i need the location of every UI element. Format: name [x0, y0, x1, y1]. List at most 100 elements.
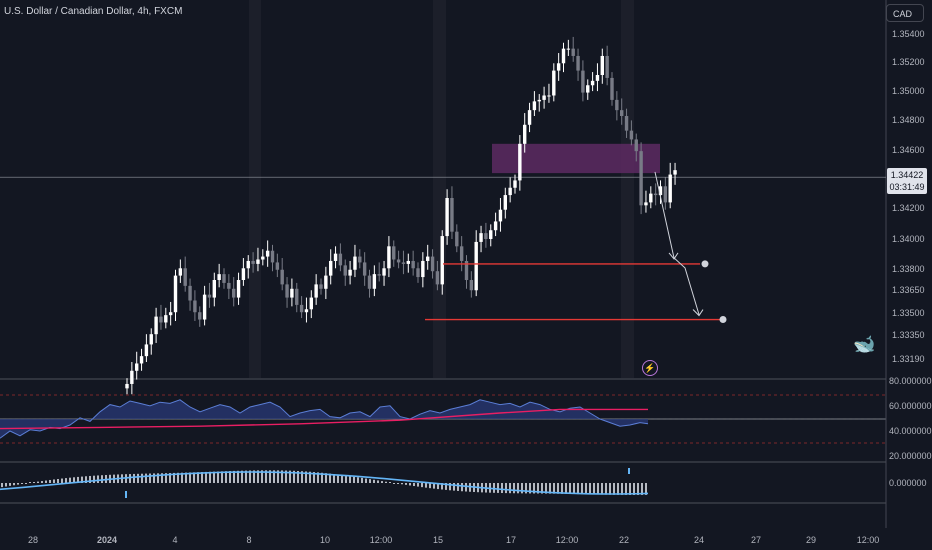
price-tick-label: 1.35000	[892, 86, 925, 96]
candle-body	[503, 195, 507, 210]
candle-body	[406, 260, 410, 264]
session-band-0	[249, 0, 261, 378]
candle-body	[198, 312, 202, 320]
rsi-tick-label: 80.000000	[889, 376, 932, 386]
macd-line	[0, 471, 649, 495]
time-tick-label: 24	[694, 535, 704, 545]
candle-body	[658, 186, 663, 196]
candle-body	[508, 187, 512, 196]
candle-body	[464, 260, 469, 280]
candle-body	[571, 48, 575, 56]
candle-body	[668, 174, 672, 203]
candle-body	[193, 300, 197, 313]
candle-body	[382, 268, 386, 276]
candle-body	[285, 284, 289, 298]
candle-body	[498, 209, 503, 222]
price-tick-label: 1.33350	[892, 330, 925, 340]
candle-body	[207, 294, 212, 298]
level-target-marker	[719, 316, 727, 324]
candle-body	[634, 139, 638, 152]
rsi-ma-line	[0, 408, 648, 430]
candle-body	[624, 116, 629, 131]
whale-icon: 🐋	[853, 334, 876, 354]
candle-body	[387, 246, 391, 269]
candle-body	[523, 124, 527, 144]
candle-body	[445, 198, 449, 237]
time-tick-label: 8	[246, 535, 251, 545]
bar-countdown: 03:31:49	[889, 182, 925, 192]
candle-body	[251, 260, 255, 264]
candle-body	[547, 95, 551, 97]
candle-body	[159, 316, 163, 323]
candle-body	[615, 99, 619, 111]
candle-body	[348, 269, 352, 276]
candle-body	[620, 110, 624, 116]
candle-body	[552, 70, 556, 96]
candle-body	[149, 334, 153, 345]
candle-body	[576, 55, 580, 71]
price-tick-label: 1.33800	[892, 264, 925, 274]
candle-body	[377, 274, 381, 276]
time-tick-label: 27	[751, 535, 761, 545]
price-tick-label: 1.34000	[892, 234, 925, 244]
time-tick-label: 12:00	[556, 535, 579, 545]
lightning-icon[interactable]: ⚡	[642, 360, 658, 376]
price-tick-label: 1.34600	[892, 145, 925, 155]
candle-body	[295, 288, 299, 305]
candle-body	[605, 55, 609, 78]
rsi-tick-label: 20.000000	[889, 451, 932, 461]
candle-body	[561, 48, 566, 64]
candle-body	[537, 99, 541, 102]
candle-body	[542, 95, 546, 100]
price-tick-label: 1.35200	[892, 57, 925, 67]
rsi-line	[0, 399, 649, 439]
candle-body	[232, 288, 236, 298]
candle-body	[474, 241, 478, 291]
candle-body	[125, 383, 129, 389]
price-tick-label: 1.33190	[892, 354, 925, 364]
candle-body	[154, 316, 158, 335]
candle-body	[566, 48, 571, 50]
last-price-badge: 1.34422 03:31:49	[887, 168, 927, 194]
arrow-head	[692, 309, 704, 317]
candle-body	[663, 186, 668, 203]
candle-body	[416, 268, 420, 278]
projection-arrows	[654, 171, 704, 317]
candles	[125, 36, 677, 395]
level-target-marker	[701, 260, 709, 268]
candle-body	[493, 221, 498, 231]
currency-button[interactable]: CAD	[886, 4, 924, 22]
candle-body	[222, 274, 226, 283]
price-tick-label: 1.34800	[892, 115, 925, 125]
candle-body	[280, 269, 284, 285]
last-price: 1.34422	[890, 170, 924, 180]
time-tick-label: 17	[506, 535, 516, 545]
time-tick-label: 22	[619, 535, 629, 545]
level-lines	[425, 260, 727, 324]
candle-body	[139, 356, 144, 364]
candle-body	[396, 259, 401, 263]
candle-body	[246, 260, 250, 269]
time-tick-label: 29	[806, 535, 816, 545]
price-tick-label: 1.35400	[892, 29, 925, 39]
rsi-tick-label: 60.000000	[889, 401, 932, 411]
candle-body	[319, 284, 323, 289]
candle-body	[333, 253, 338, 261]
candle-body	[173, 275, 178, 313]
candle-body	[532, 101, 537, 111]
candle-body	[639, 151, 643, 206]
rsi-tick-label: 40.000000	[889, 426, 932, 436]
candle-body	[188, 285, 192, 301]
time-tick-label: 28	[28, 535, 38, 545]
candle-body	[304, 309, 309, 313]
candle-body	[556, 63, 561, 71]
time-tick-label: 12:00	[857, 535, 880, 545]
candle-body	[411, 260, 415, 269]
candle-body	[673, 170, 677, 175]
candle-body	[358, 256, 362, 263]
candle-body	[629, 130, 634, 140]
time-tick-label: 12:00	[370, 535, 393, 545]
candle-body	[261, 256, 265, 260]
candle-body	[600, 55, 604, 75]
